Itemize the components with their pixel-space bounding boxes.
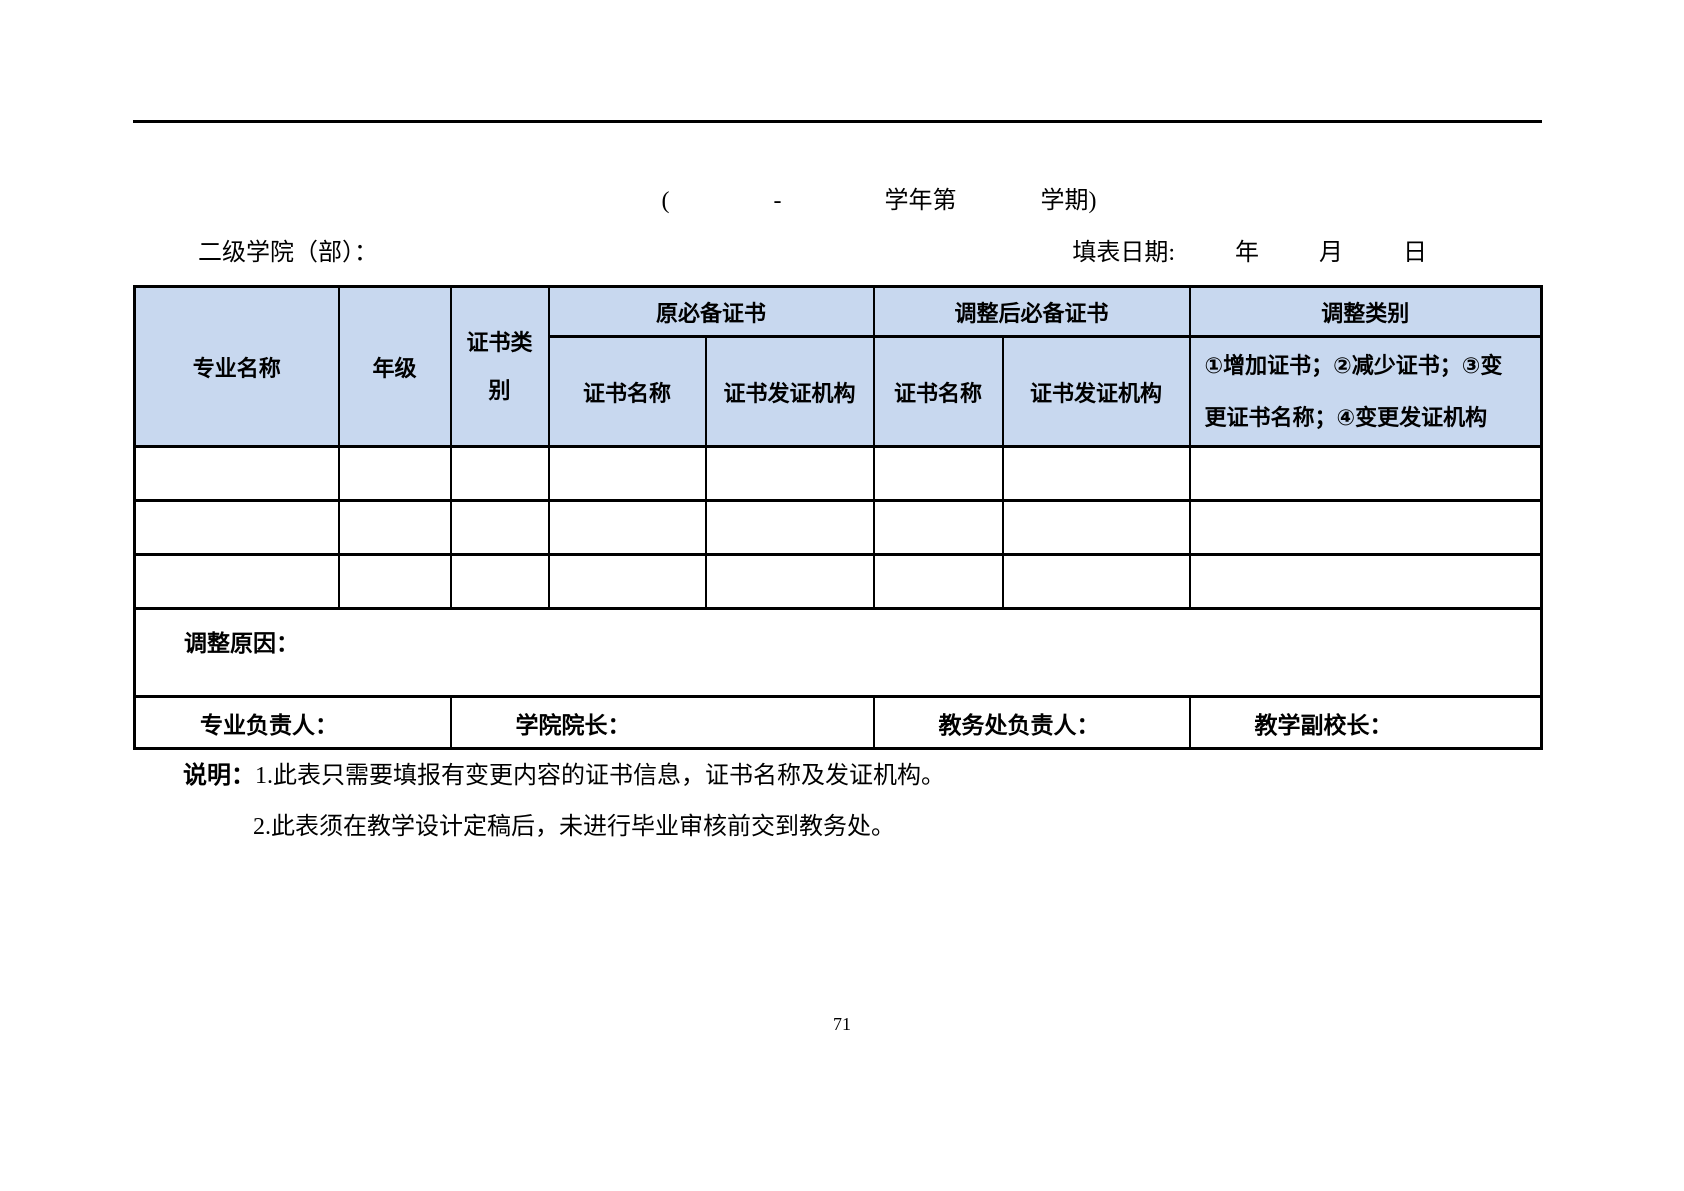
header-cell-grade: 年级 [337, 285, 452, 448]
empty-cell [704, 553, 875, 610]
empty-cell [704, 499, 875, 556]
empty-cell [1188, 553, 1543, 610]
header-cell-adjusted-issuer: 证书发证机构 [1001, 335, 1191, 448]
signature-program-lead: 专业负责人： [133, 695, 452, 750]
title-open-paren: ( [661, 188, 670, 214]
empty-cell [872, 445, 1004, 502]
page-number: 71 [833, 1014, 851, 1034]
signature-vice-president: 教学副校长： [1188, 695, 1543, 750]
title-dash: - [773, 188, 782, 214]
header-cell-group-original: 原必备证书 [547, 285, 875, 338]
header-cell-original-issuer: 证书发证机构 [704, 335, 875, 448]
fill-date-day: 日 [1403, 240, 1427, 266]
empty-cell [1001, 445, 1191, 502]
reason-label: 调整原因： [133, 607, 1543, 698]
form-info-line: 二级学院（部）： 填表日期: 年 月 日 [133, 239, 1542, 267]
fill-date-label: 填表日期: [1072, 240, 1175, 266]
header-cell-original-cert-name: 证书名称 [547, 335, 707, 448]
empty-cell [547, 499, 707, 556]
notes-label: 说明： [183, 763, 255, 789]
category-detail-line2: 更证书名称；④变更发证机构 [1204, 404, 1488, 430]
empty-cell [1188, 499, 1543, 556]
empty-cell [337, 553, 452, 610]
header-cell-cert-type: 证书类别 [449, 285, 550, 448]
header-cell-group-adjusted: 调整后必备证书 [872, 285, 1191, 338]
college-label: 二级学院（部）： [198, 240, 378, 266]
reason-row: 调整原因： [133, 607, 1543, 698]
fill-date-year: 年 [1235, 240, 1259, 266]
category-detail-line1: ①增加证书；②减少证书；③变 [1204, 352, 1503, 378]
header-cell-major: 专业名称 [133, 285, 340, 448]
notes-section: 说明：1.此表只需要填报有变更内容的证书信息，证书名称及发证机构。 2.此表须在… [183, 760, 945, 843]
empty-cell [449, 445, 550, 502]
signature-academic-affairs-lead: 教务处负责人： [872, 695, 1191, 750]
note-item-2: 2.此表须在教学设计定稿后，未进行毕业审核前交到教务处。 [253, 814, 895, 840]
table-header-sub-row: 证书名称 证书发证机构 证书名称 证书发证机构 ①增加证书；②减少证书；③变 更… [135, 335, 1543, 448]
empty-cell [133, 553, 340, 610]
header-cell-group-category: 调整类别 [1188, 285, 1543, 338]
empty-cell [133, 499, 340, 556]
empty-cell [872, 553, 1004, 610]
fill-date-month: 月 [1319, 240, 1343, 266]
empty-cell [1001, 553, 1191, 610]
certificate-adjustment-table: 专业名称 年级 证书类别 原必备证书 调整后必备证书 调整类别 证书名称 证书发… [133, 285, 1544, 750]
title-academic-year: 学年第 [884, 188, 957, 214]
empty-cell [337, 499, 452, 556]
empty-cell [1001, 499, 1191, 556]
empty-cell [547, 445, 707, 502]
note-item-1: 1.此表只需要填报有变更内容的证书信息，证书名称及发证机构。 [255, 763, 945, 789]
table-header-group-row: 专业名称 年级 证书类别 原必备证书 调整后必备证书 调整类别 [133, 285, 1543, 448]
empty-cell [872, 499, 1004, 556]
empty-cell [704, 445, 875, 502]
header-cell-category-detail: ①增加证书；②减少证书；③变 更证书名称；④变更发证机构 [1188, 335, 1543, 448]
empty-cell [449, 499, 550, 556]
header-rule [133, 120, 1542, 124]
empty-cell [1188, 445, 1543, 502]
table-row [133, 445, 1543, 502]
signature-row: 专业负责人： 学院院长： 教务处负责人： 教学副校长： [133, 695, 1543, 750]
empty-cell [547, 553, 707, 610]
empty-cell [449, 553, 550, 610]
header-cell-adjusted-cert-name: 证书名称 [872, 335, 1004, 448]
empty-cell [337, 445, 452, 502]
signature-college-dean: 学院院长： [449, 695, 875, 750]
note-line-1: 说明：1.此表只需要填报有变更内容的证书信息，证书名称及发证机构。 [183, 760, 945, 792]
table-row [133, 553, 1543, 610]
fill-date-group: 填表日期: 年 月 日 [1072, 239, 1542, 267]
table-row [133, 499, 1543, 556]
title-term: 学期) [1040, 188, 1097, 214]
empty-cell [133, 445, 340, 502]
semester-title: ( - 学年第 学期) [37, 187, 1684, 215]
